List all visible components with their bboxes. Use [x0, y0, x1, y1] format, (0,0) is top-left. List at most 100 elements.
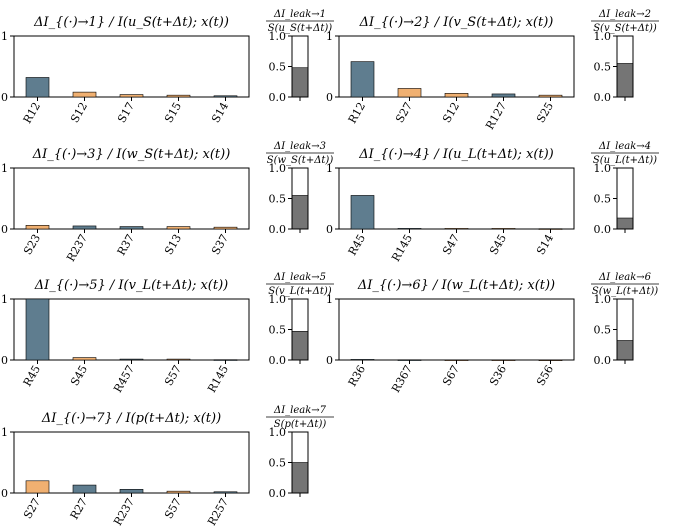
- bar-S17: [119, 94, 144, 98]
- x-tick-label: S57: [162, 496, 184, 521]
- leak-y-tick-label: 0.0: [594, 223, 612, 236]
- bar-R237: [72, 225, 97, 230]
- x-tick-label: S45: [487, 232, 509, 257]
- x-tick-label: R237: [64, 232, 90, 264]
- y-tick-label: 1: [1, 293, 8, 306]
- x-tick-label: R127: [483, 100, 509, 132]
- y-tick-label: 0: [326, 91, 333, 104]
- panel-3: ΔI_{(·)→3} / I(w_S(t+Δt); x(t)) 0 1 S23 R237…: [1, 141, 334, 264]
- x-tick-label: S27: [393, 100, 415, 125]
- leak-y-tick-label: 0.5: [594, 193, 612, 206]
- leak-y-tick-label: 1.0: [269, 30, 287, 43]
- x-tick-label: S25: [534, 100, 556, 125]
- leak-y-tick-label: 0.0: [269, 91, 287, 104]
- bar-S45: [72, 357, 97, 361]
- y-tick-label: 0: [1, 91, 8, 104]
- bar-S15: [166, 94, 191, 98]
- bar-S57: [166, 358, 191, 361]
- y-tick-label: 1: [1, 30, 8, 43]
- leak-title-denominator: S(p(t+Δt)): [274, 419, 327, 430]
- leak-bar: [292, 67, 308, 97]
- bar-S12: [72, 91, 97, 98]
- leak-panel-5: ΔI_leak→5 S(v_L(t+Δt)) 0.0 0.5 1.0: [266, 272, 334, 367]
- leak-y-tick-label: 0.5: [269, 324, 287, 337]
- panel-6: ΔI_{(·)→6} / I(w_L(t+Δt); x(t)) 0 1 R36 R367…: [326, 272, 659, 395]
- y-tick-label: 1: [1, 162, 8, 175]
- leak-bar: [292, 331, 308, 360]
- leak-title-numerator: ΔI_leak→7: [273, 405, 327, 416]
- leak-y-tick-label: 1.0: [269, 426, 287, 439]
- x-tick-label: R36: [346, 363, 368, 389]
- x-tick-label: R237: [111, 496, 137, 528]
- x-tick-label: S45: [68, 363, 90, 388]
- leak-panel-7: ΔI_leak→7 S(p(t+Δt)) 0.0 0.5 1.0: [266, 405, 334, 500]
- x-tick-label: R457: [111, 363, 137, 395]
- x-tick-label: R367: [389, 363, 415, 395]
- bar-S23: [25, 225, 50, 230]
- x-tick-label: S12: [68, 100, 90, 125]
- leak-y-tick-label: 0.5: [269, 193, 287, 206]
- leak-title-denominator: S(w_S(t+Δt)): [267, 155, 334, 166]
- leak-title-numerator: ΔI_leak→6: [598, 272, 652, 283]
- panel-1: ΔI_{(·)→1} / I(u_S(t+Δt); x(t)) 0 1 R12 S12 S…: [1, 9, 334, 126]
- bar-S57: [166, 490, 191, 494]
- bar-R45: [350, 195, 375, 230]
- x-tick-label: R37: [115, 232, 137, 258]
- panel-title: ΔI_{(·)→7} / I(p(t+Δt); x(t)): [41, 411, 221, 426]
- leak-panel-1: ΔI_leak→1 S(u_S(t+Δt)) 0.0 0.5 1.0: [266, 9, 334, 104]
- leak-panel-3: ΔI_leak→3 S(w_S(t+Δt)) 0.0 0.5 1.0: [266, 141, 334, 236]
- x-tick-label: S56: [534, 363, 556, 388]
- bar-S13: [166, 226, 191, 230]
- bar-R257: [213, 491, 238, 494]
- leak-y-tick-label: 0.0: [269, 354, 287, 367]
- panel-title: ΔI_{(·)→6} / I(w_L(t+Δt); x(t)): [357, 278, 555, 293]
- x-tick-label: R45: [21, 363, 43, 389]
- bar-R127: [491, 93, 516, 98]
- leak-bar: [292, 195, 308, 229]
- x-tick-label: R145: [205, 363, 231, 395]
- x-tick-label: S12: [440, 100, 462, 125]
- leak-panel-2: ΔI_leak→2 S(v_S(t+Δt)) 0.0 0.5 1.0: [591, 9, 659, 104]
- bar-R237: [119, 489, 144, 494]
- leak-y-tick-label: 1.0: [594, 293, 612, 306]
- panel-2: ΔI_{(·)→2} / I(v_S(t+Δt); x(t)) 0 1 R12 S27 S…: [326, 9, 659, 132]
- x-tick-label: S14: [209, 100, 231, 125]
- x-tick-label: R45: [346, 232, 368, 258]
- x-tick-label: S14: [534, 232, 556, 257]
- x-tick-label: S37: [209, 232, 231, 257]
- panel-title: ΔI_{(·)→3} / I(w_S(t+Δt); x(t)): [32, 147, 231, 162]
- leak-panel-6: ΔI_leak→6 S(w_L(t+Δt)) 0.0 0.5 1.0: [591, 272, 659, 367]
- bar-R45: [25, 298, 50, 361]
- leak-bar: [617, 340, 633, 360]
- x-tick-label: S15: [162, 100, 184, 125]
- leak-bar: [617, 218, 633, 229]
- x-tick-label: R27: [68, 496, 90, 522]
- x-tick-label: S13: [162, 232, 184, 257]
- panel-7: ΔI_{(·)→7} / I(p(t+Δt); x(t)) 0 1 S27 R27 R23…: [1, 405, 334, 528]
- leak-title-denominator: S(v_S(t+Δt)): [593, 23, 657, 34]
- bar-R27: [72, 484, 97, 494]
- x-tick-label: S57: [162, 363, 184, 388]
- leak-y-tick-label: 0.5: [594, 61, 612, 74]
- leak-y-tick-label: 0.5: [594, 324, 612, 337]
- x-tick-label: S27: [21, 496, 43, 521]
- leak-y-tick-label: 1.0: [269, 162, 287, 175]
- leak-y-tick-label: 0.0: [594, 354, 612, 367]
- bar-S14: [213, 95, 238, 98]
- y-tick-label: 0: [326, 223, 333, 236]
- x-tick-label: S47: [440, 232, 462, 257]
- y-tick-label: 0: [1, 487, 8, 500]
- panel-title: ΔI_{(·)→2} / I(v_S(t+Δt); x(t)): [359, 15, 554, 30]
- leak-y-tick-label: 1.0: [594, 162, 612, 175]
- leak-title-denominator: S(v_L(t+Δt)): [268, 286, 331, 297]
- plot-frame: [13, 167, 250, 230]
- leak-title-numerator: ΔI_leak→4: [598, 141, 651, 152]
- leak-title-numerator: ΔI_leak→1: [273, 9, 326, 20]
- leak-bar: [617, 63, 633, 97]
- bar-S25: [538, 94, 563, 98]
- bar-R12: [25, 77, 50, 98]
- panel-title: ΔI_{(·)→5} / I(v_L(t+Δt); x(t)): [34, 278, 229, 293]
- leak-title-numerator: ΔI_leak→2: [598, 9, 651, 20]
- leak-y-tick-label: 0.5: [269, 61, 287, 74]
- leak-y-tick-label: 1.0: [594, 30, 612, 43]
